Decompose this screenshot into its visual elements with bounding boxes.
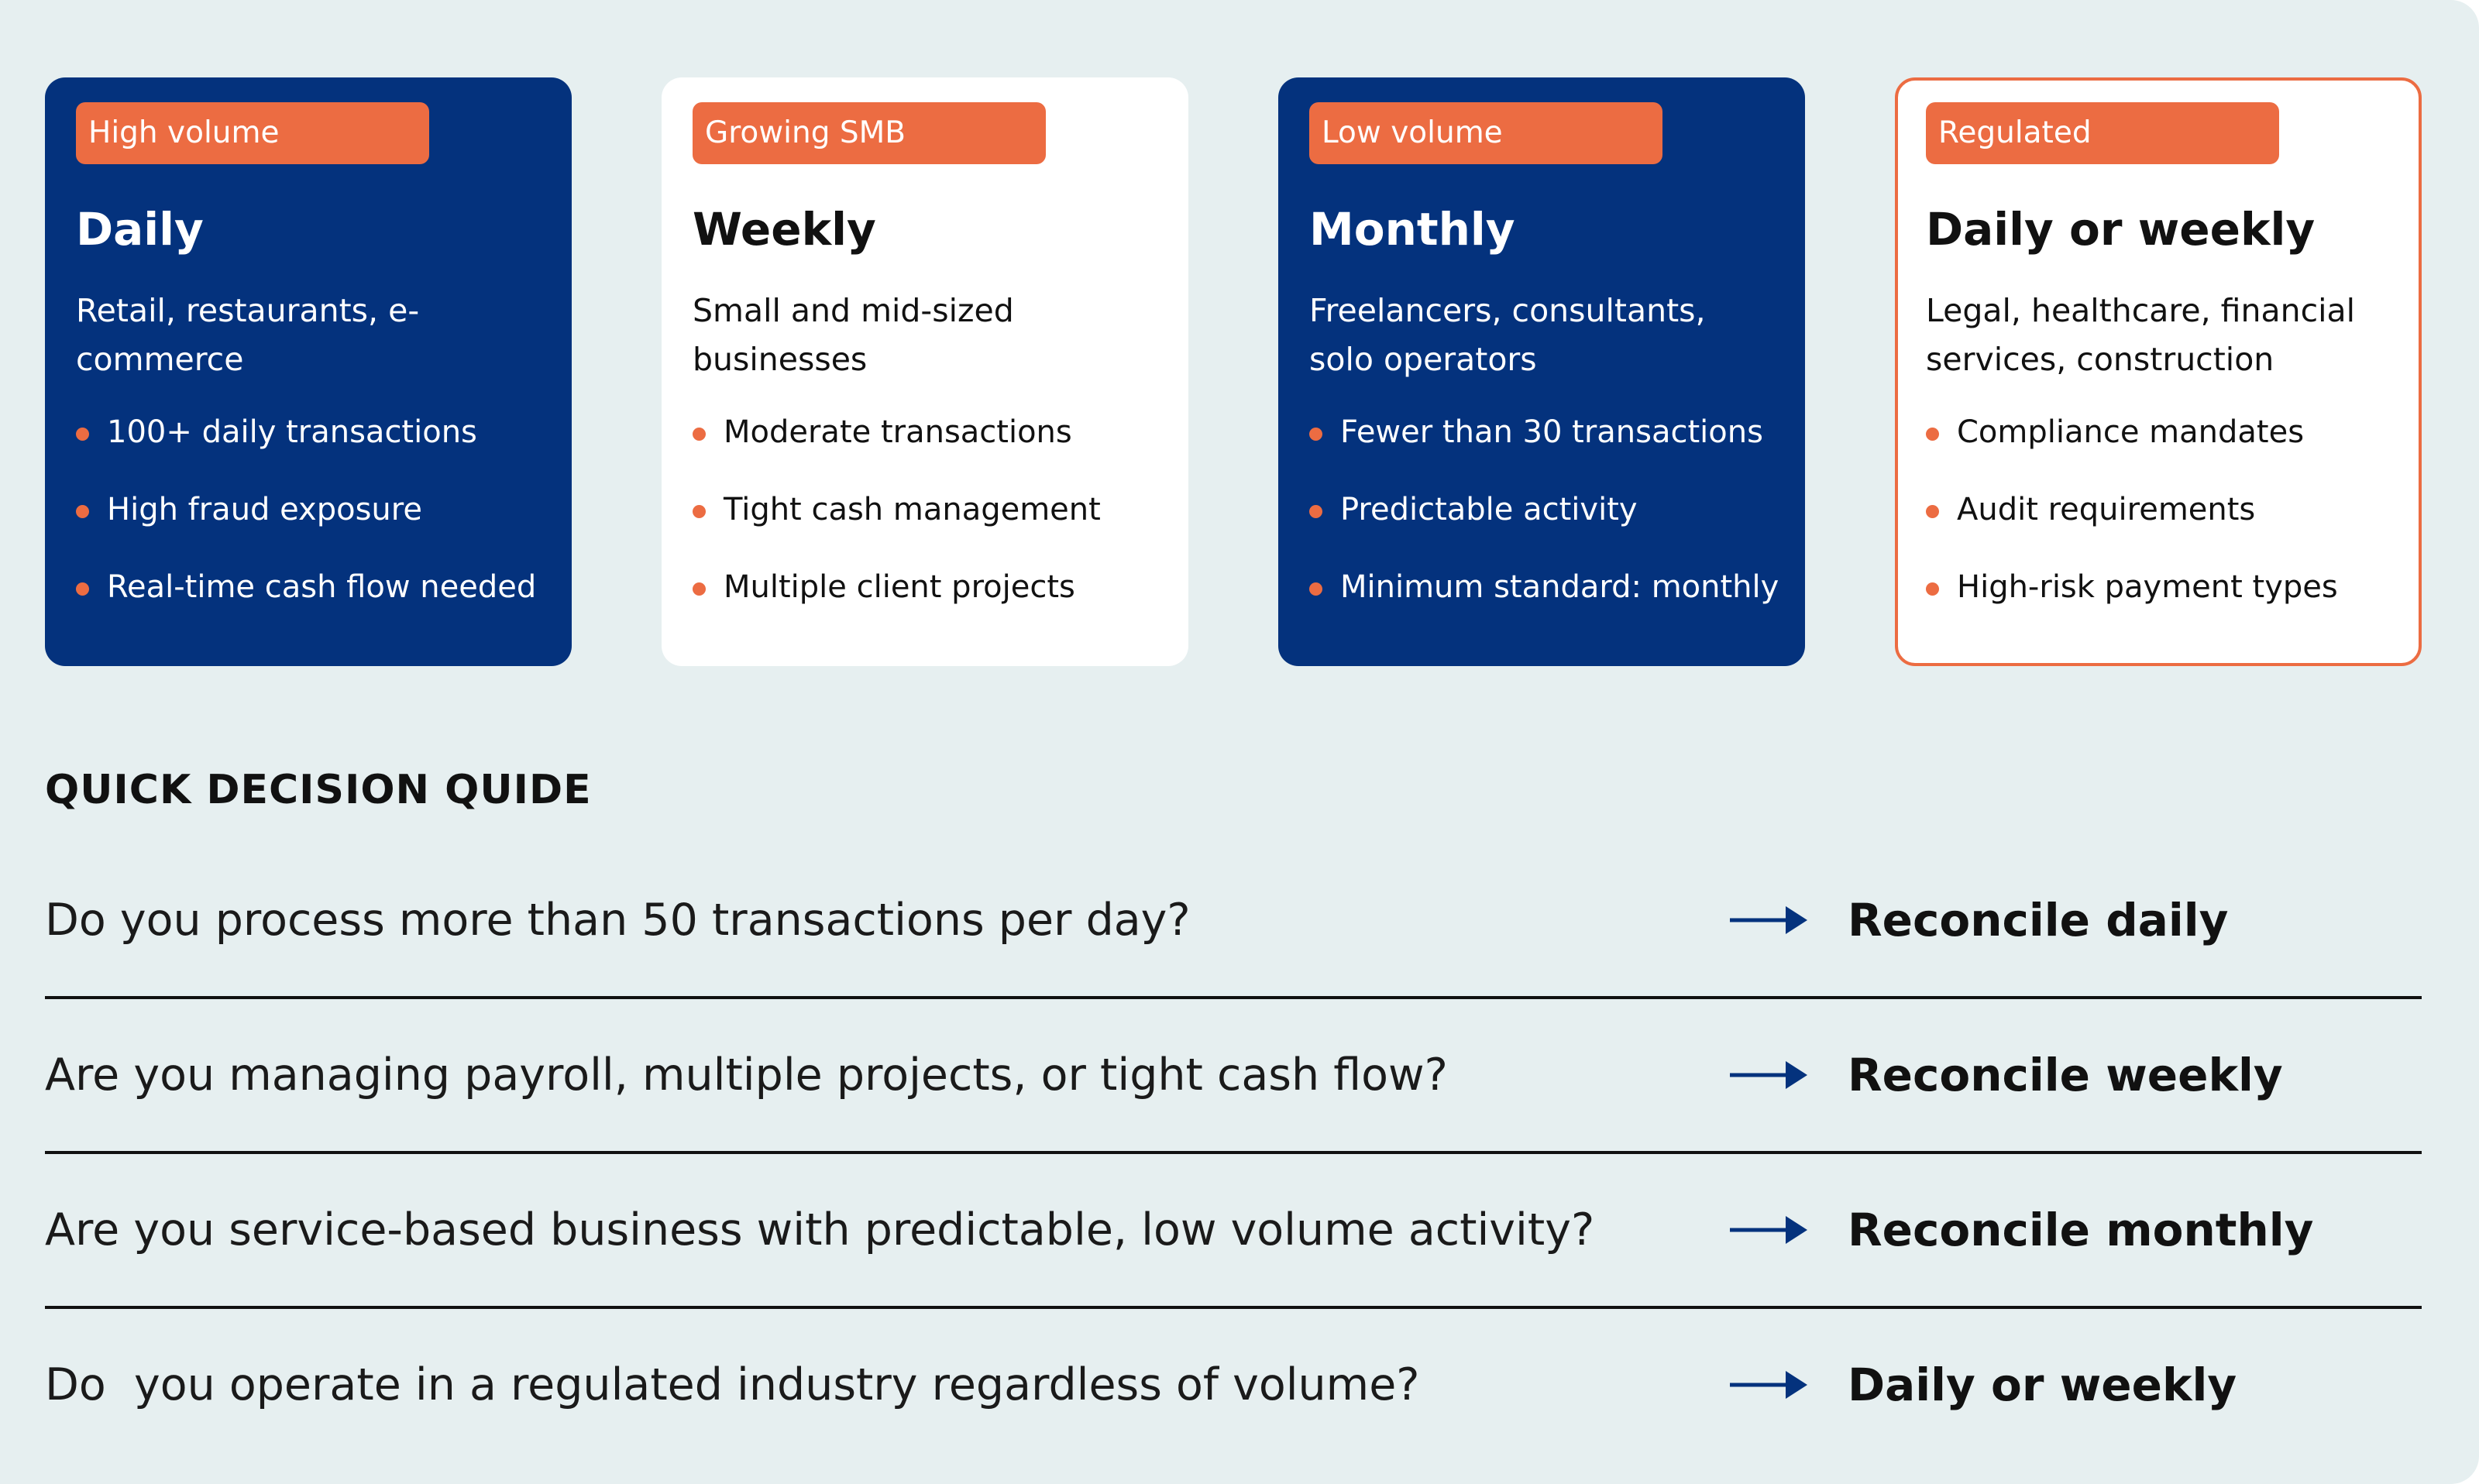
card-badge: Low volume [1309, 102, 1662, 164]
bullet-text: Fewer than 30 transactions [1340, 414, 1763, 450]
card-title: Monthly [1309, 203, 1515, 256]
card-badge: Growing SMB [693, 102, 1046, 164]
bullet-dot-icon [693, 582, 706, 596]
list-item: High-risk payment types [1926, 564, 2391, 610]
card-description: Legal, healthcare, financial services, c… [1926, 292, 2356, 378]
list-item: Compliance mandates [1926, 409, 2391, 455]
row-divider [45, 996, 2422, 999]
list-item: Predictable activity [1309, 486, 1774, 533]
bullet-dot-icon [1309, 582, 1322, 596]
decision-question: Do you operate in a regulated industry r… [45, 1359, 1420, 1410]
bullet-text: 100+ daily transactions [107, 414, 477, 450]
bullet-dot-icon [1926, 428, 1939, 441]
decision-answer: Reconcile daily [1848, 894, 2229, 946]
bullet-dot-icon [1926, 505, 1939, 518]
arrow-right-icon [1730, 1061, 1807, 1089]
decision-question: Do you process more than 50 transactions… [45, 895, 1191, 946]
decision-answer: Reconcile weekly [1848, 1049, 2283, 1101]
card-description: Freelancers, consultants, solo operators [1309, 292, 1706, 378]
bullet-text: Audit requirements [1957, 492, 2256, 527]
decision-row: Do you process more than 50 transactions… [45, 843, 2422, 998]
decision-row: Do you operate in a regulated industry r… [45, 1307, 2422, 1462]
bullet-text: Moderate transactions [724, 414, 1072, 450]
card-title: Daily [76, 203, 204, 256]
card-badge: Regulated [1926, 102, 2279, 164]
row-divider [45, 1306, 2422, 1309]
list-item: Real-time cash flow needed [76, 564, 541, 610]
list-item: 100+ daily transactions [76, 409, 541, 455]
card-title: Weekly [693, 203, 876, 256]
bullet-dot-icon [1309, 505, 1322, 518]
section-heading: QUICK DECISION QUIDE [45, 767, 592, 813]
arrow-right-icon [1730, 906, 1807, 934]
card-description: Retail, restaurants, e-commerce [76, 292, 420, 378]
decision-answer: Daily or weekly [1848, 1359, 2237, 1411]
list-item: Multiple client projects [693, 564, 1157, 610]
bullet-text: Real-time cash flow needed [107, 569, 537, 605]
card-title: Daily or weekly [1926, 203, 2316, 256]
decision-answer: Reconcile monthly [1848, 1204, 2314, 1256]
bullet-dot-icon [76, 582, 89, 596]
arrow-right-icon [1730, 1216, 1807, 1244]
bullet-text: Compliance mandates [1957, 414, 2305, 450]
decision-row: Are you service-based business with pred… [45, 1153, 2422, 1307]
frequency-card-weekly: Growing SMB Weekly Small and mid-sized b… [662, 77, 1188, 666]
bullet-text: High-risk payment types [1957, 569, 2338, 605]
bullet-text: Predictable activity [1340, 492, 1638, 527]
frequency-card-daily: High volume Daily Retail, restaurants, e… [45, 77, 572, 666]
bullet-dot-icon [76, 428, 89, 441]
frequency-card-monthly: Low volume Monthly Freelancers, consulta… [1278, 77, 1805, 666]
card-badge: High volume [76, 102, 429, 164]
decision-question: Are you service-based business with pred… [45, 1204, 1595, 1256]
list-item: Fewer than 30 transactions [1309, 409, 1774, 455]
bullet-dot-icon [693, 505, 706, 518]
bullet-text: Minimum standard: monthly [1340, 569, 1779, 605]
bullet-dot-icon [1926, 582, 1939, 596]
frequency-card-regulated: Regulated Daily or weekly Legal, healthc… [1895, 77, 2422, 666]
list-item: Minimum standard: monthly [1309, 564, 1779, 610]
card-description: Small and mid-sized businesses [693, 292, 1014, 378]
arrow-right-icon [1730, 1371, 1807, 1399]
card-bullet-list: 100+ daily transactions High fraud expos… [76, 409, 541, 610]
bullet-dot-icon [1309, 428, 1322, 441]
list-item: High fraud exposure [76, 486, 541, 533]
bullet-text: Multiple client projects [724, 569, 1075, 605]
row-divider [45, 1151, 2422, 1154]
list-item: Tight cash management [693, 486, 1157, 533]
bullet-text: Tight cash management [724, 492, 1101, 527]
decision-row: Are you managing payroll, multiple proje… [45, 998, 2422, 1153]
list-item: Moderate transactions [693, 409, 1157, 455]
card-bullet-list: Moderate transactions Tight cash managem… [693, 409, 1157, 610]
card-bullet-list: Fewer than 30 transactions Predictable a… [1309, 409, 1779, 610]
decision-question: Are you managing payroll, multiple proje… [45, 1049, 1448, 1101]
card-bullet-list: Compliance mandates Audit requirements H… [1926, 409, 2391, 610]
bullet-dot-icon [76, 505, 89, 518]
list-item: Audit requirements [1926, 486, 2391, 533]
bullet-dot-icon [693, 428, 706, 441]
bullet-text: High fraud exposure [107, 492, 422, 527]
